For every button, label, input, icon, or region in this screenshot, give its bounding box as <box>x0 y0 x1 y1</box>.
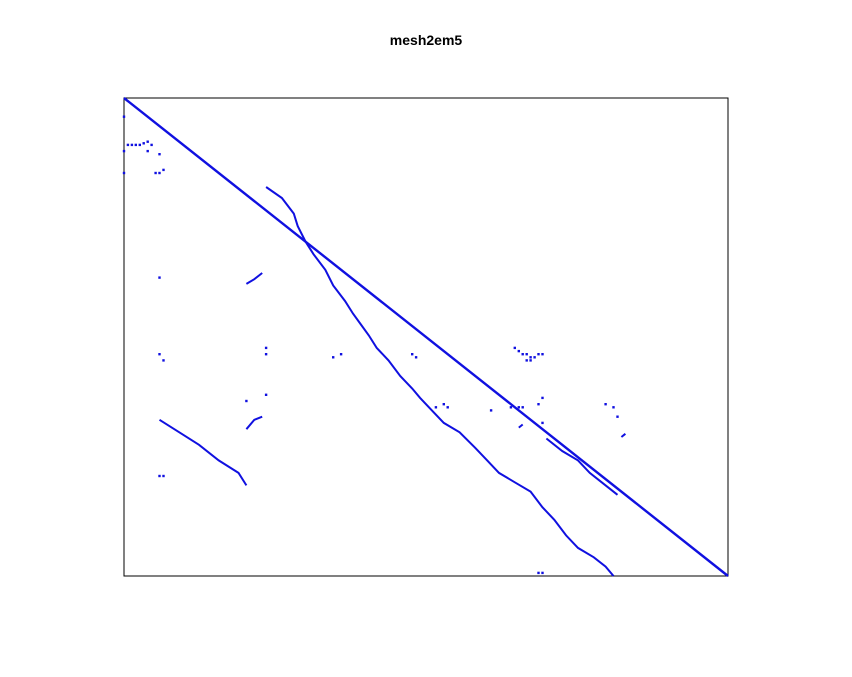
nonzero-point <box>434 406 438 409</box>
nonzero-mid-arc <box>518 423 524 429</box>
nonzero-point <box>122 171 126 175</box>
nonzero-point <box>537 571 540 575</box>
nonzero-right-arc <box>620 433 627 438</box>
nonzero-point <box>130 143 134 147</box>
nonzero-point <box>525 353 528 356</box>
nonzero-left-arc-lower <box>245 415 263 430</box>
nonzero-point <box>529 356 532 359</box>
nonzero-point <box>162 168 165 172</box>
nonzero-point <box>126 143 130 147</box>
nonzero-point <box>446 406 449 409</box>
nonzero-point <box>411 353 414 356</box>
nonzero-point <box>616 415 619 418</box>
nonzero-point <box>122 149 126 153</box>
nonzero-point <box>142 142 145 145</box>
nonzero-point <box>521 406 524 409</box>
nonzero-point <box>489 409 493 412</box>
nonzero-point <box>264 346 268 350</box>
nonzero-point <box>245 399 248 403</box>
nonzero-point <box>442 403 445 406</box>
nonzero-point <box>604 403 607 406</box>
nonzero-point <box>158 353 161 356</box>
chart-title: mesh2em5 <box>389 32 463 48</box>
nonzero-point <box>146 149 149 153</box>
nonzero-point <box>541 571 544 575</box>
nonzero-point <box>513 346 516 350</box>
nonzero-point <box>146 140 149 143</box>
nonzero-point <box>541 396 544 400</box>
main-diagonal <box>123 97 729 577</box>
nonzero-point <box>138 143 141 147</box>
nonzero-point <box>521 353 524 356</box>
nonzero-lower-right-band <box>545 437 619 496</box>
nonzero-point <box>264 353 268 356</box>
nonzero-point <box>533 356 536 359</box>
nonzero-point <box>162 359 165 362</box>
nonzero-lower-left-band <box>158 418 248 486</box>
nonzero-point <box>332 356 335 359</box>
nonzero-point <box>537 403 540 406</box>
nonzero-point <box>541 421 544 425</box>
nonzero-coupling-band <box>265 186 615 577</box>
nonzero-point <box>612 406 615 409</box>
nonzero-point <box>525 359 528 362</box>
nonzero-point <box>150 143 153 147</box>
nonzero-point <box>158 153 161 156</box>
nonzero-point <box>339 353 343 356</box>
nonzero-point <box>517 406 520 409</box>
nonzero-point <box>529 359 532 362</box>
nonzero-point <box>134 143 137 147</box>
nonzero-point <box>122 115 126 118</box>
nonzero-point <box>509 406 513 409</box>
nonzero-point <box>264 393 268 396</box>
nonzero-point <box>158 276 161 279</box>
nonzero-point <box>537 353 540 356</box>
nonzero-point <box>541 353 544 356</box>
nonzero-point <box>414 356 418 359</box>
nonzero-point <box>158 171 161 175</box>
nonzero-left-arc-upper <box>245 272 263 285</box>
nonzero-point <box>154 171 157 175</box>
nonzero-point <box>158 474 161 478</box>
nonzero-point <box>162 474 165 478</box>
nonzero-point <box>517 349 520 353</box>
